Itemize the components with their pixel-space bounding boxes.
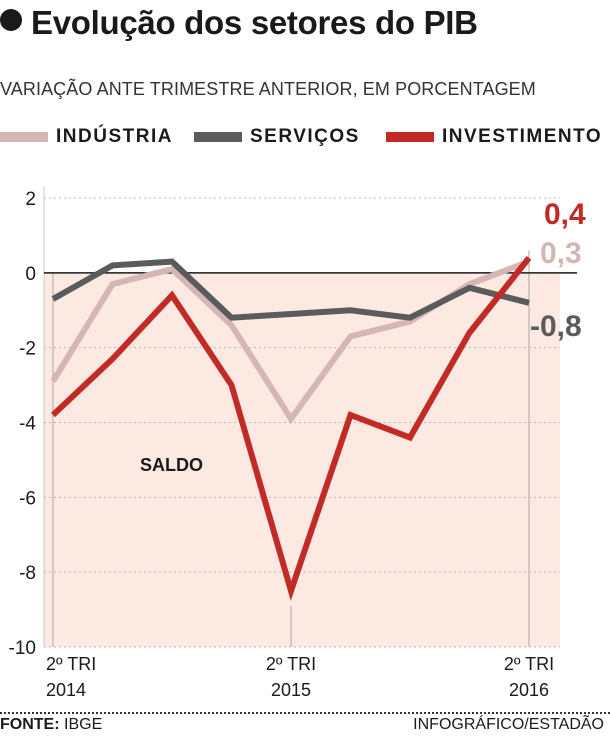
y-tick-label-1: 0 bbox=[25, 264, 36, 285]
legend: INDÚSTRIA SERVIÇOS INVESTIMENTO bbox=[0, 126, 610, 156]
series-line-investimento bbox=[50, 256, 532, 601]
legend-item-industria: INDÚSTRIA bbox=[0, 126, 173, 148]
legend-swatch-servicos bbox=[194, 132, 242, 142]
end-label-industria: 0,3 bbox=[540, 237, 582, 270]
chart-subtitle: VARIAÇÃO ANTE TRIMESTRE ANTERIOR, EM POR… bbox=[0, 79, 536, 99]
end-label-investimento: 0,4 bbox=[544, 198, 586, 231]
region-label-saldo: SALDO bbox=[140, 455, 203, 475]
y-tick-label-3: -4 bbox=[19, 414, 36, 435]
legend-swatch-investimento bbox=[386, 132, 434, 142]
x-tick-label-1-line1: 2º TRI bbox=[266, 654, 316, 674]
chart-title: Evolução dos setores do PIB bbox=[0, 4, 478, 42]
plot-background bbox=[44, 272, 560, 647]
legend-swatch-industria bbox=[0, 132, 48, 142]
x-tick-label-2-line2: 2016 bbox=[509, 680, 549, 700]
legend-label-servicos: SERVIÇOS bbox=[250, 126, 360, 147]
footer-divider bbox=[0, 712, 610, 714]
series-line-servicos bbox=[51, 258, 530, 321]
x-tick-label-0-line1: 2º TRI bbox=[46, 654, 96, 674]
y-tick-label-2: -2 bbox=[19, 339, 36, 360]
x-tick-label-0-line2: 2014 bbox=[46, 680, 86, 700]
legend-item-servicos: SERVIÇOS bbox=[194, 126, 360, 148]
bullet-icon bbox=[0, 9, 22, 31]
y-tick-label-0: 2 bbox=[25, 189, 36, 210]
legend-item-investimento: INVESTIMENTO bbox=[386, 126, 602, 148]
chart-title-text: Evolução dos setores do PIB bbox=[31, 4, 478, 41]
y-tick-label-5: -8 bbox=[19, 563, 36, 584]
footer-source-value: IBGE bbox=[64, 716, 103, 733]
end-label-servicos: -0,8 bbox=[530, 310, 582, 343]
footer-credit: INFOGRÁFICO/ESTADÃO bbox=[413, 716, 604, 733]
y-tick-label-6: -10 bbox=[9, 638, 36, 659]
footer-source-label: FONTE: bbox=[0, 716, 60, 733]
footer-source: FONTE: IBGE bbox=[0, 716, 102, 734]
x-tick-label-2-line1: 2º TRI bbox=[504, 654, 554, 674]
y-tick-label-4: -6 bbox=[19, 488, 36, 509]
legend-label-investimento: INVESTIMENTO bbox=[442, 126, 603, 147]
legend-label-industria: INDÚSTRIA bbox=[56, 126, 173, 147]
x-tick-label-1-line2: 2015 bbox=[271, 680, 311, 700]
